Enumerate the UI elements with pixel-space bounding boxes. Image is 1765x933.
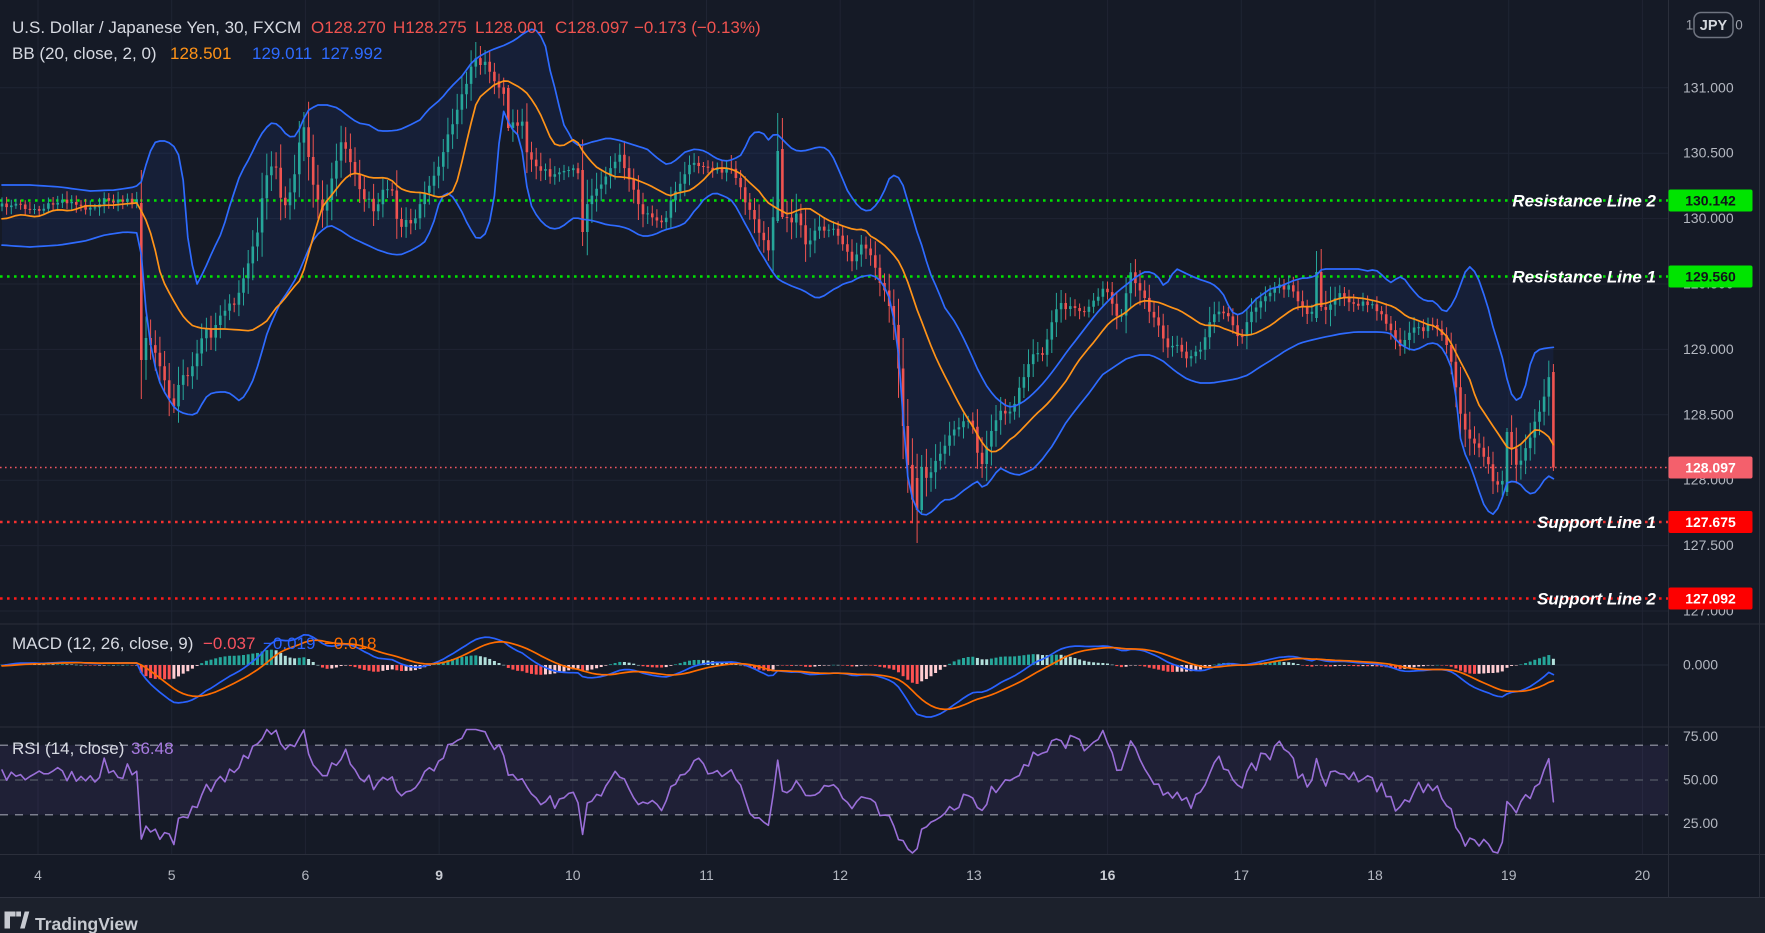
svg-text:130.000: 130.000: [1683, 210, 1734, 226]
svg-text:75.00: 75.00: [1683, 728, 1718, 744]
svg-text:130.142: 130.142: [1685, 193, 1736, 209]
svg-text:MACD (12, 26, close, 9): MACD (12, 26, close, 9): [12, 634, 193, 653]
svg-text:17: 17: [1234, 867, 1250, 883]
svg-text:129.560: 129.560: [1685, 269, 1736, 285]
svg-text:50.00: 50.00: [1683, 772, 1718, 788]
svg-text:−0.019: −0.019: [263, 634, 315, 653]
svg-text:Support Line 2: Support Line 2: [1537, 590, 1657, 609]
svg-text:5: 5: [168, 867, 176, 883]
svg-text:0.000: 0.000: [1683, 657, 1718, 673]
svg-text:11: 11: [699, 867, 714, 883]
svg-text:13: 13: [966, 867, 982, 883]
svg-text:128.500: 128.500: [1683, 406, 1734, 422]
svg-text:129.011: 129.011: [252, 44, 312, 63]
svg-text:127.675: 127.675: [1685, 514, 1736, 530]
svg-text:130.500: 130.500: [1683, 145, 1734, 161]
svg-text:12: 12: [832, 867, 848, 883]
svg-text:U.S. Dollar / Japanese Yen, 30: U.S. Dollar / Japanese Yen, 30, FXCM: [12, 18, 301, 37]
svg-text:131.000: 131.000: [1683, 79, 1734, 95]
svg-text:18: 18: [1367, 867, 1383, 883]
svg-text:H128.275: H128.275: [393, 18, 467, 37]
svg-text:TradingView: TradingView: [35, 914, 138, 933]
svg-text:−0.018: −0.018: [324, 634, 376, 653]
svg-text:127.992: 127.992: [321, 44, 382, 63]
svg-text:129.000: 129.000: [1683, 341, 1734, 357]
svg-text:20: 20: [1635, 867, 1651, 883]
svg-text:4: 4: [34, 867, 42, 883]
svg-text:10: 10: [565, 867, 581, 883]
svg-text:Resistance Line 1: Resistance Line 1: [1512, 268, 1656, 287]
svg-text:L128.001: L128.001: [475, 18, 546, 37]
svg-text:25.00: 25.00: [1683, 815, 1718, 831]
svg-text:128.097: 128.097: [1685, 460, 1736, 476]
svg-text:128.501: 128.501: [170, 44, 231, 63]
svg-text:36.48: 36.48: [131, 739, 174, 758]
svg-text:O128.270: O128.270: [311, 18, 386, 37]
svg-text:−0.173 (−0.13%): −0.173 (−0.13%): [634, 18, 761, 37]
svg-text:RSI (14, close): RSI (14, close): [12, 739, 124, 758]
svg-text:BB (20, close, 2, 0): BB (20, close, 2, 0): [12, 44, 157, 63]
svg-text:19: 19: [1501, 867, 1517, 883]
svg-text:127.500: 127.500: [1683, 537, 1734, 553]
svg-text:0: 0: [1735, 18, 1743, 33]
svg-text:−0.037: −0.037: [203, 634, 255, 653]
svg-text:Resistance Line 2: Resistance Line 2: [1512, 192, 1656, 211]
svg-text:9: 9: [435, 867, 443, 883]
svg-text:Support Line 1: Support Line 1: [1537, 513, 1656, 532]
svg-text:1: 1: [1686, 18, 1694, 33]
svg-text:6: 6: [302, 867, 310, 883]
svg-text:127.092: 127.092: [1685, 591, 1736, 607]
svg-text:C128.097: C128.097: [555, 18, 629, 37]
svg-text:16: 16: [1100, 867, 1116, 883]
svg-text:JPY: JPY: [1700, 18, 1728, 34]
